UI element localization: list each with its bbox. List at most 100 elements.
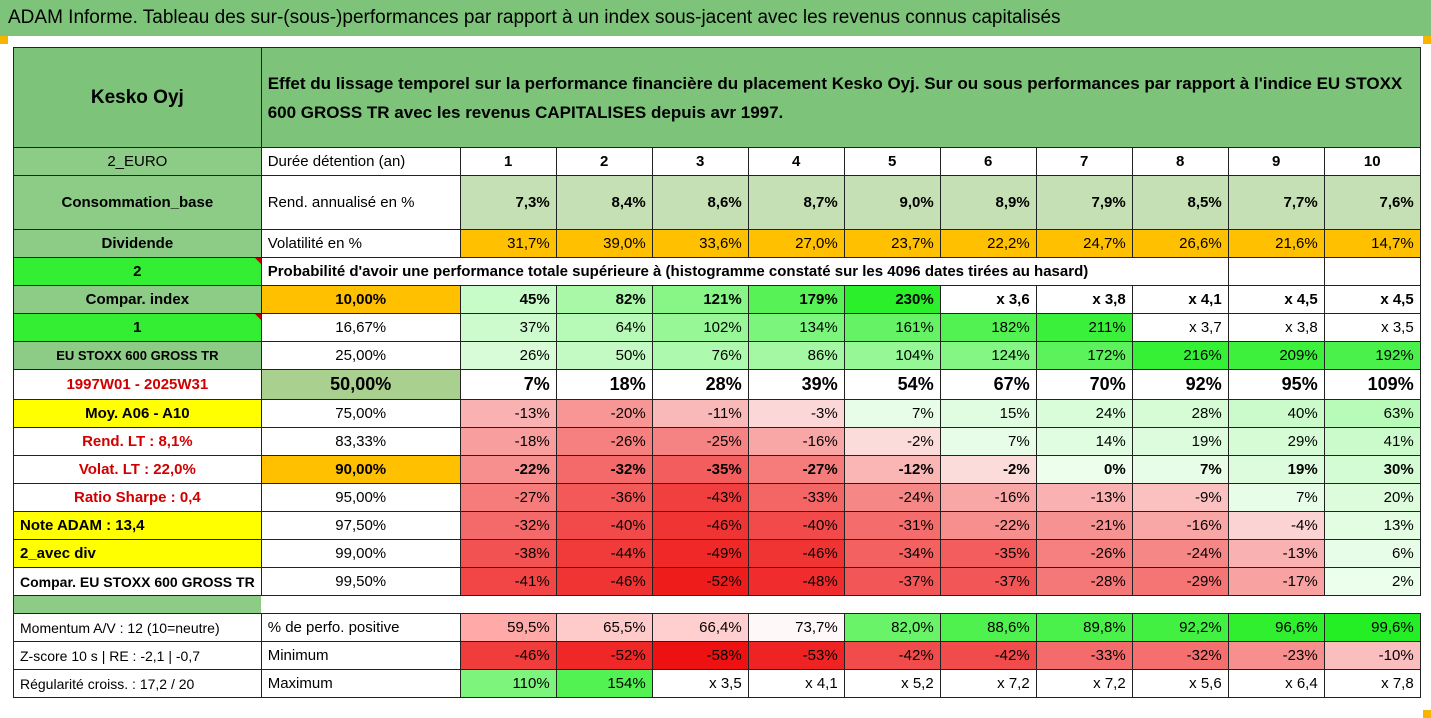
performance-cell: 40% [1227,399,1325,428]
comparison-index-label: Compar. EU STOXX 600 GROSS TR [13,567,262,596]
table-row: Compar. index 10,00% 45% 82% 121% 179% 230% x 3… [13,285,1421,314]
minimum-value: -10% [1323,641,1421,670]
performance-cell: -35% [939,539,1037,568]
minimum-value: -46% [459,641,557,670]
performance-cell: -40% [555,511,653,540]
positive-performance-value: 88,6% [939,613,1037,642]
selector-two: 2 [13,257,262,286]
performance-cell: -18% [459,427,557,456]
table-row: Rend. LT : 8,1% 83,33% -18% -26% -25% -16% -2%… [13,427,1421,456]
performance-cell: 70% [1035,369,1133,400]
performance-cell: 37% [459,313,557,342]
year-header: 8 [1131,147,1229,176]
year-header: 4 [747,147,845,176]
performance-cell: -40% [747,511,845,540]
performance-cell: 18% [555,369,653,400]
performance-cell: -32% [555,455,653,484]
minimum-value: -33% [1035,641,1133,670]
probability-caption: Probabilité d'avoir une performance tota… [260,257,1229,286]
maximum-value: x 4,1 [747,669,845,698]
report-banner: ADAM Informe. Tableau des sur-(sous-)per… [0,0,1431,36]
performance-cell: -52% [651,567,749,596]
performance-cell: 7% [1131,455,1229,484]
positive-performance-value: 92,2% [1131,613,1229,642]
selector-one: 1 [13,313,262,342]
currency-label: 2_EURO [13,147,262,176]
year-header: 3 [651,147,749,176]
performance-cell: -35% [651,455,749,484]
separator-cell [748,595,845,614]
minimum-value: -53% [747,641,845,670]
blank-cell [1323,257,1421,286]
performance-cell: 39% [747,369,845,400]
positive-performance-value: 59,5% [459,613,557,642]
separator-cell [556,595,653,614]
maximum-value: x 5,6 [1131,669,1229,698]
performance-cell: 121% [651,285,749,314]
percentile-value: 16,67% [260,313,461,342]
performance-cell: -24% [843,483,941,512]
table-row: 2 Probabilité d'avoir une performance tot… [13,257,1421,286]
regularity-label: Régularité croiss. : 17,2 / 20 [13,669,262,698]
percentile-value: 10,00% [260,285,461,314]
volatility-value: 27,0% [747,229,845,258]
performance-cell: 14% [1035,427,1133,456]
performance-cell: 76% [651,341,749,370]
performance-cell: 28% [1131,399,1229,428]
performance-cell: 182% [939,313,1037,342]
positive-performance-value: 82,0% [843,613,941,642]
volatility-value: 24,7% [1035,229,1133,258]
performance-cell: -24% [1131,539,1229,568]
performance-cell: 7% [939,427,1037,456]
separator-cell [261,595,461,614]
volatility-value: 26,6% [1131,229,1229,258]
performance-cell: -31% [843,511,941,540]
performance-cell: 86% [747,341,845,370]
table-row: Consommation_base Rend. annualisé en % 7,3… [13,175,1421,230]
performance-cell: -22% [939,511,1037,540]
performance-cell: -11% [651,399,749,428]
performance-cell: 30% [1323,455,1421,484]
performance-cell: 92% [1131,369,1229,400]
performance-cell: 2% [1323,567,1421,596]
annual-return-value: 7,7% [1227,175,1325,230]
with-dividend-label: 2_avec div [13,539,262,568]
annual-return-label: Rend. annualisé en % [260,175,461,230]
volatility-value: 23,7% [843,229,941,258]
holding-duration-label: Durée détention (an) [260,147,461,176]
corner-marker-right [1423,36,1431,44]
performance-cell: 179% [747,285,845,314]
volatility-value: 22,2% [939,229,1037,258]
performance-cell: 192% [1323,341,1421,370]
separator-cell [844,595,941,614]
percentile-value: 75,00% [260,399,461,428]
table-row: Moy. A06 - A10 75,00% -13% -20% -11% -3% 7% 15%… [13,399,1421,428]
performance-cell: -25% [651,427,749,456]
positive-performance-value: 96,6% [1227,613,1325,642]
performance-cell: -44% [555,539,653,568]
performance-cell: 109% [1323,369,1421,400]
minimum-value: -32% [1131,641,1229,670]
minimum-value: -23% [1227,641,1325,670]
year-header: 10 [1323,147,1421,176]
performance-cell: 28% [651,369,749,400]
performance-cell: -16% [1131,511,1229,540]
performance-cell: 67% [939,369,1037,400]
volatility-value: 14,7% [1323,229,1421,258]
period-label: 1997W01 - 2025W31 [13,369,262,400]
performance-cell: -33% [747,483,845,512]
long-term-volatility-label: Volat. LT : 22,0% [13,455,262,484]
performance-cell: -16% [747,427,845,456]
volatility-label: Volatilité en % [260,229,461,258]
performance-cell: -37% [843,567,941,596]
performance-cell: -28% [1035,567,1133,596]
table-row: 2_avec div 99,00% -38% -44% -49% -46% -34% -35%… [13,539,1421,568]
performance-cell: x 3,8 [1035,285,1133,314]
performance-cell: 124% [939,341,1037,370]
performance-cell: -48% [747,567,845,596]
positive-performance-value: 73,7% [747,613,845,642]
maximum-value: x 3,5 [651,669,749,698]
performance-cell: 211% [1035,313,1133,342]
adam-score-label: Note ADAM : 13,4 [13,511,262,540]
performance-cell: 54% [843,369,941,400]
